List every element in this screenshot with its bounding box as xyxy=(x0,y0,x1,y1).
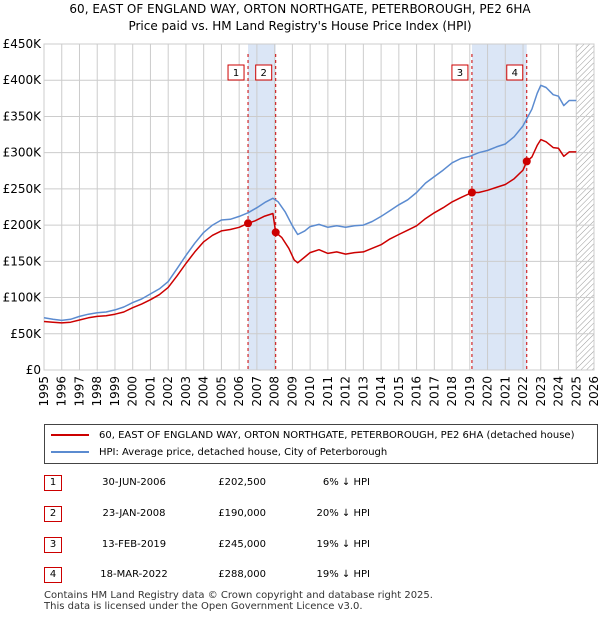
x-tick-label: 1997 xyxy=(72,376,86,407)
sale-date: 30-JUN-2006 xyxy=(102,477,166,488)
x-tick-label: 2000 xyxy=(126,376,140,407)
x-tick-label: 2006 xyxy=(232,376,246,407)
sale-hpi-diff: 19% ↓ HPI xyxy=(316,569,370,580)
sale-label: 1 xyxy=(233,68,239,79)
y-tick-label: £100K xyxy=(3,291,43,305)
x-tick-label: 2014 xyxy=(374,376,388,407)
sale-price: £202,500 xyxy=(218,477,266,488)
x-tick-label: 1999 xyxy=(108,376,122,407)
y-tick-label: £450K xyxy=(3,37,43,51)
sale-number-badge: 3 xyxy=(44,537,62,553)
plot-area xyxy=(43,43,595,371)
y-tick-label: £150K xyxy=(3,254,43,268)
x-tick-label: 2026 xyxy=(587,376,600,407)
legend-line-blue xyxy=(51,451,89,453)
x-tick-label: 2018 xyxy=(445,376,459,407)
footer-licence: This data is licensed under the Open Gov… xyxy=(44,601,363,612)
sale-period-band xyxy=(248,44,276,370)
x-tick-label: 2004 xyxy=(197,376,211,407)
sale-label: 4 xyxy=(512,68,518,79)
y-tick-label: £300K xyxy=(3,146,43,160)
x-tick-label: 2011 xyxy=(321,376,335,407)
y-tick-label: £250K xyxy=(3,182,43,196)
y-tick-label: £50K xyxy=(10,327,42,341)
legend-item-property: 60, EAST OF ENGLAND WAY, ORTON NORTHGATE… xyxy=(51,428,574,444)
x-tick-label: 1995 xyxy=(37,376,51,407)
x-tick-label: 2009 xyxy=(285,376,299,407)
x-tick-label: 2020 xyxy=(481,376,495,407)
sale-point xyxy=(467,188,476,197)
sale-hpi-diff: 20% ↓ HPI xyxy=(316,508,370,519)
x-tick-label: 2001 xyxy=(143,376,157,407)
chart-title: 60, EAST OF ENGLAND WAY, ORTON NORTHGATE… xyxy=(69,2,531,16)
y-tick-label: £200K xyxy=(3,218,43,232)
property-price-line xyxy=(43,138,577,324)
x-tick-label: 2015 xyxy=(392,376,406,407)
sale-period-band xyxy=(471,44,527,370)
sale-date: 18-MAR-2022 xyxy=(100,569,168,580)
sale-date: 23-JAN-2008 xyxy=(102,508,166,519)
sale-point xyxy=(244,219,253,228)
x-tick-label: 2003 xyxy=(179,376,193,407)
footer-copyright: Contains HM Land Registry data © Crown c… xyxy=(44,590,433,601)
x-tick-label: 2012 xyxy=(339,376,353,407)
hpi-line xyxy=(43,84,577,322)
sale-label-box xyxy=(227,64,245,81)
forecast-hatch xyxy=(576,44,594,370)
y-tick-label: £400K xyxy=(3,73,43,87)
sale-label: 2 xyxy=(261,68,267,79)
x-tick-label: 2021 xyxy=(498,376,512,407)
y-tick-label: £350K xyxy=(3,109,43,123)
x-tick-label: 2025 xyxy=(569,376,583,407)
sale-point xyxy=(271,228,280,237)
sale-number-badge: 2 xyxy=(44,506,62,522)
sale-price: £190,000 xyxy=(218,508,266,519)
legend-line-red xyxy=(51,434,89,436)
x-tick-label: 2013 xyxy=(356,376,370,407)
x-tick-label: 2008 xyxy=(268,376,282,407)
legend-label-property: 60, EAST OF ENGLAND WAY, ORTON NORTHGATE… xyxy=(99,430,575,441)
sale-price: £288,000 xyxy=(218,569,266,580)
y-tick-label: £0 xyxy=(26,363,41,377)
x-tick-label: 2002 xyxy=(161,376,175,407)
x-tick-label: 2016 xyxy=(410,376,424,407)
sale-date: 13-FEB-2019 xyxy=(101,539,167,550)
sale-label-box xyxy=(451,64,469,81)
sale-number-badge: 4 xyxy=(44,567,62,583)
legend-item-hpi: HPI: Average price, detached house, City… xyxy=(51,445,387,461)
x-tick-label: 2024 xyxy=(552,376,566,407)
sale-point xyxy=(522,157,531,166)
x-tick-label: 1998 xyxy=(90,376,104,407)
sale-label-box xyxy=(255,64,273,81)
sale-label-box xyxy=(506,64,524,81)
x-tick-label: 2022 xyxy=(516,376,530,407)
sale-price: £245,000 xyxy=(218,539,266,550)
legend: 60, EAST OF ENGLAND WAY, ORTON NORTHGATE… xyxy=(44,424,598,464)
x-tick-label: 2023 xyxy=(534,376,548,407)
x-tick-label: 2010 xyxy=(303,376,317,407)
x-tick-label: 2017 xyxy=(427,376,441,407)
chart-subtitle: Price paid vs. HM Land Registry's House … xyxy=(128,19,472,33)
sale-hpi-diff: 6% ↓ HPI xyxy=(322,477,370,488)
sale-label: 3 xyxy=(457,68,463,79)
x-tick-label: 1996 xyxy=(55,376,69,407)
sale-hpi-diff: 19% ↓ HPI xyxy=(316,539,370,550)
sale-number-badge: 1 xyxy=(44,475,62,491)
x-tick-label: 2007 xyxy=(250,376,264,407)
price-chart: 1 2 3 4 £0 £50K £100K £150K £200K £250K £300K £350… xyxy=(3,37,600,407)
x-tick-label: 2019 xyxy=(463,376,477,407)
x-tick-label: 2005 xyxy=(214,376,228,407)
legend-label-hpi: HPI: Average price, detached house, City… xyxy=(99,447,388,458)
